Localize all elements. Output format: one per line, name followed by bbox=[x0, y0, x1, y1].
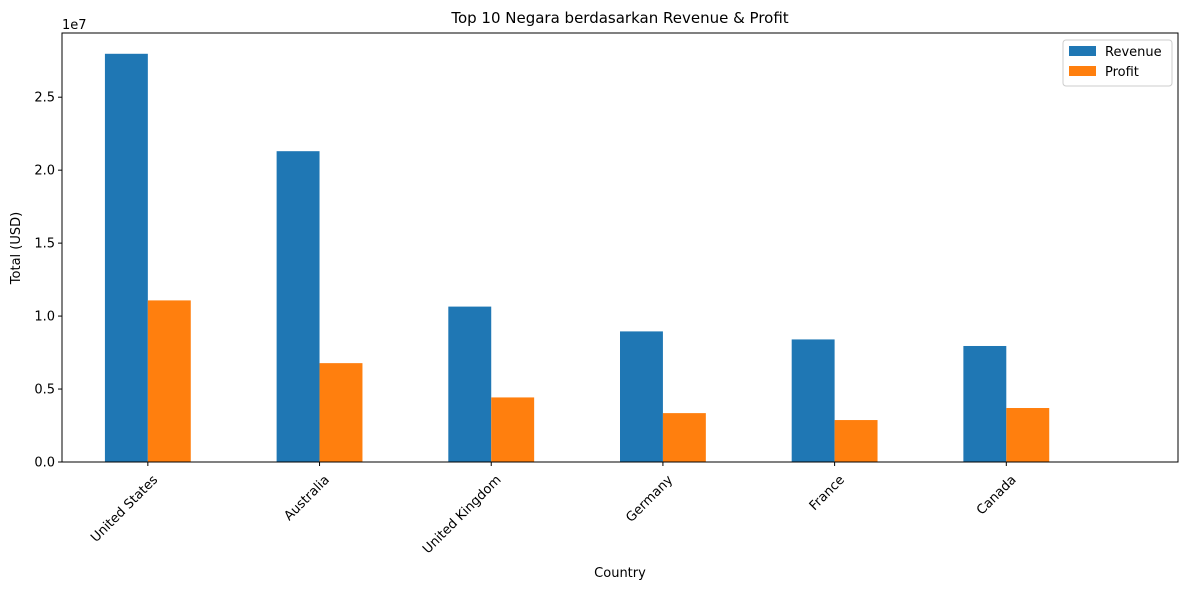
bar-revenue-united-kingdom bbox=[448, 306, 492, 462]
plot-frame bbox=[61, 32, 1179, 463]
y-tick-label: 0.5 bbox=[34, 383, 55, 398]
x-tick-label: Australia bbox=[282, 473, 333, 524]
legend-label-profit: Profit bbox=[1105, 65, 1139, 80]
bar-profit-canada bbox=[1006, 408, 1050, 462]
legend-swatch-profit bbox=[1069, 66, 1096, 76]
bar-profit-australia bbox=[319, 363, 363, 462]
bar-revenue-united-states bbox=[104, 53, 148, 462]
chart-title: Top 10 Negara berdasarkan Revenue & Prof… bbox=[450, 9, 788, 27]
bar-revenue-france bbox=[791, 339, 835, 462]
legend: Revenue Profit bbox=[1062, 39, 1173, 87]
bar-revenue-canada bbox=[963, 345, 1007, 462]
bars-layer bbox=[104, 53, 1050, 462]
bar-profit-united-states bbox=[147, 300, 191, 462]
legend-swatch-revenue bbox=[1069, 46, 1096, 56]
x-axis-label: Country bbox=[594, 566, 646, 581]
y-axis-label: Total (USD) bbox=[9, 212, 24, 285]
y-tick-label: 2.5 bbox=[34, 91, 55, 106]
y-axis-scale-label: 1e7 bbox=[62, 18, 87, 33]
bar-revenue-australia bbox=[276, 151, 320, 462]
x-tick-label: Canada bbox=[974, 473, 1020, 519]
bar-profit-united-kingdom bbox=[491, 397, 535, 462]
y-tick-label: 2.0 bbox=[34, 164, 55, 179]
x-tick-label: United Kingdom bbox=[420, 473, 504, 557]
bar-profit-france bbox=[834, 420, 878, 462]
x-tick-label: France bbox=[807, 473, 848, 514]
bar-profit-germany bbox=[662, 413, 706, 462]
y-tick-label: 1.0 bbox=[34, 310, 55, 325]
x-tick-label: United States bbox=[88, 472, 161, 545]
bar-revenue-germany bbox=[620, 331, 663, 462]
legend-label-revenue: Revenue bbox=[1105, 45, 1162, 60]
y-tick-label: 0.0 bbox=[34, 456, 55, 471]
x-tick-label: Germany bbox=[623, 472, 676, 525]
axes-layer: United States Australia United Kingdom Germ… bbox=[34, 32, 1179, 557]
y-tick-label: 1.5 bbox=[34, 237, 55, 252]
